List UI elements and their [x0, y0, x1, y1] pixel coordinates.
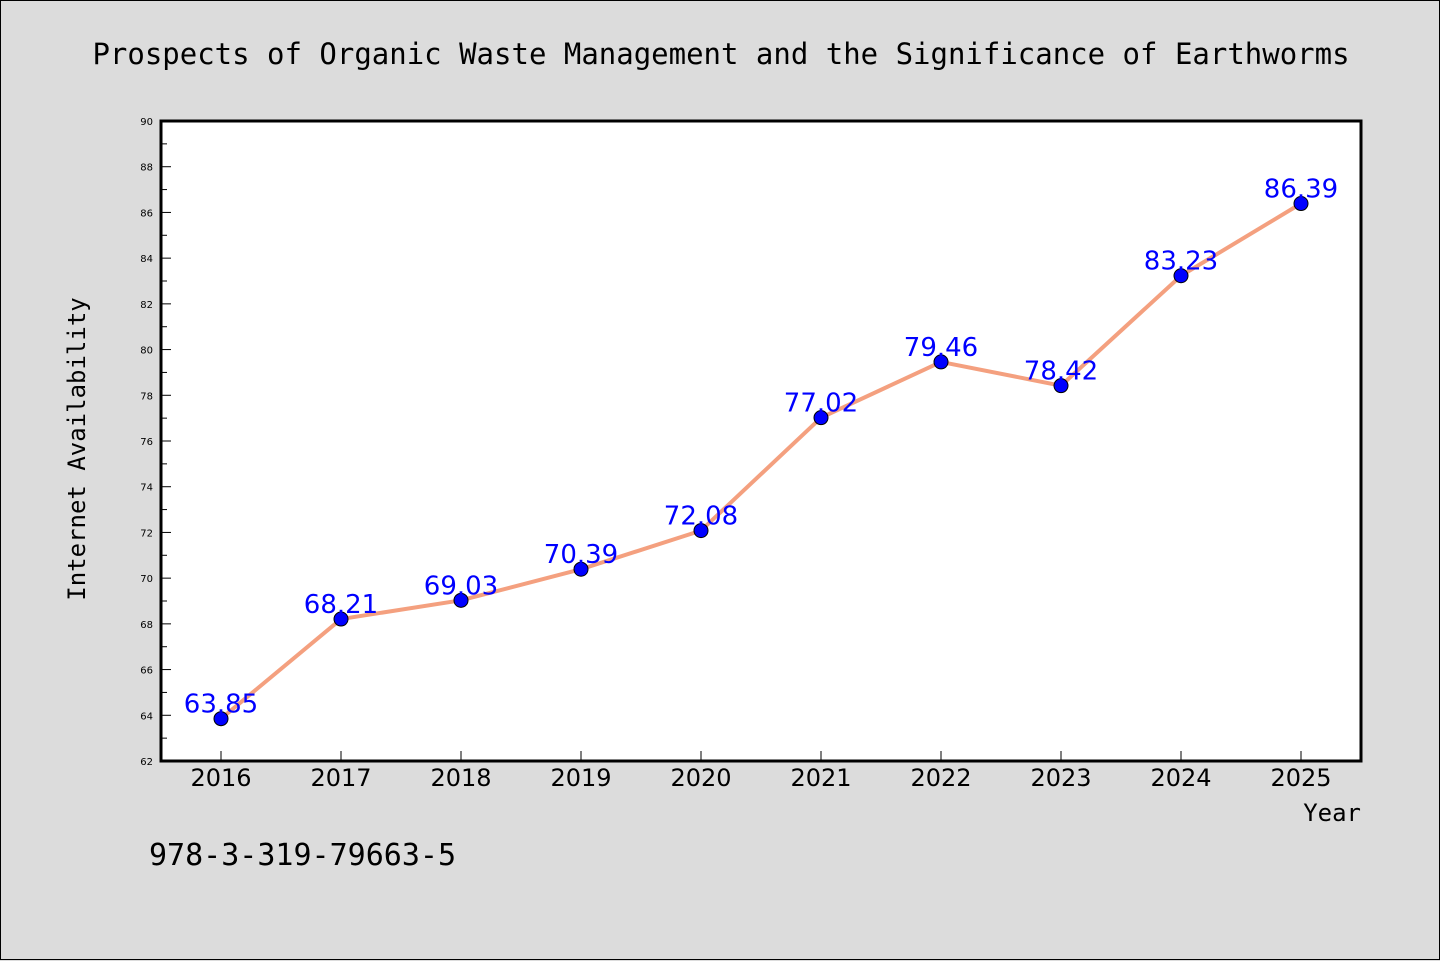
y-tick-label: 70: [140, 574, 153, 585]
data-point: [1053, 378, 1069, 394]
y-tick-label: 82: [140, 300, 153, 311]
y-axis: 62 64 66 68 70 72 74 76 78 80 82 84 86 88 90: [140, 117, 171, 768]
y-tick-label: 80: [140, 346, 153, 357]
y-tick-label: 62: [140, 757, 153, 768]
y-tick-label: 64: [140, 711, 153, 722]
data-labels: 63.85 68.21 69.03 70.39 72.08 77.02 79.46 78.42…: [184, 175, 1338, 720]
data-label: 79.46: [904, 333, 978, 363]
series-polyline: [219, 201, 1303, 721]
x-tick-label: 2023: [1030, 764, 1091, 792]
y-tick-label: 66: [140, 666, 153, 677]
data-point: [333, 611, 349, 627]
data-label: 69.03: [424, 571, 498, 601]
x-tick-label: 2025: [1270, 764, 1331, 792]
y-tick-label: 74: [140, 483, 153, 494]
data-label: 83.23: [1144, 247, 1218, 277]
y-tick-label: 76: [140, 437, 153, 448]
x-tick-label: 2020: [670, 764, 731, 792]
y-tick-label: 84: [140, 254, 153, 265]
x-tick-label: 2022: [910, 764, 971, 792]
isbn-text: 978-3-319-79663-5: [149, 838, 456, 873]
y-tick-label: 72: [140, 528, 153, 539]
data-point: [453, 592, 469, 608]
data-point: [573, 561, 589, 577]
x-tick-label: 2017: [310, 764, 371, 792]
y-tick-label: 68: [140, 620, 153, 631]
y-tick-label: 90: [140, 117, 153, 128]
data-label: 86.39: [1264, 175, 1338, 205]
data-point: [693, 523, 709, 539]
data-label: 70.39: [544, 540, 618, 570]
data-point: [1173, 268, 1189, 284]
x-tick-label: 2018: [430, 764, 491, 792]
x-axis-label: Year: [1303, 799, 1361, 827]
y-tick-label: 78: [140, 391, 153, 402]
chart-title: Prospects of Organic Waste Management an…: [92, 37, 1349, 71]
data-label: 68.21: [304, 590, 378, 620]
data-point: [1293, 196, 1309, 212]
data-label: 72.08: [664, 502, 738, 532]
y-tick-label: 86: [140, 208, 153, 219]
series-line: [213, 196, 1309, 727]
data-point: [813, 410, 829, 426]
x-axis: 2016 2017 2018 2019 2020 2021 2022 2023 2024 2025: [190, 751, 1332, 792]
data-label: 77.02: [784, 389, 858, 419]
x-tick-label: 2021: [790, 764, 851, 792]
plot-area: [159, 119, 1363, 763]
x-tick-label: 2024: [1150, 764, 1211, 792]
x-tick-label: 2019: [550, 764, 611, 792]
y-tick-label: 88: [140, 163, 153, 174]
data-point: [933, 354, 949, 370]
data-point: [213, 711, 229, 727]
x-tick-label: 2016: [190, 764, 251, 792]
data-label: 78.42: [1024, 357, 1098, 387]
data-label: 63.85: [184, 690, 258, 720]
y-axis-label: Internet Availability: [63, 297, 91, 600]
